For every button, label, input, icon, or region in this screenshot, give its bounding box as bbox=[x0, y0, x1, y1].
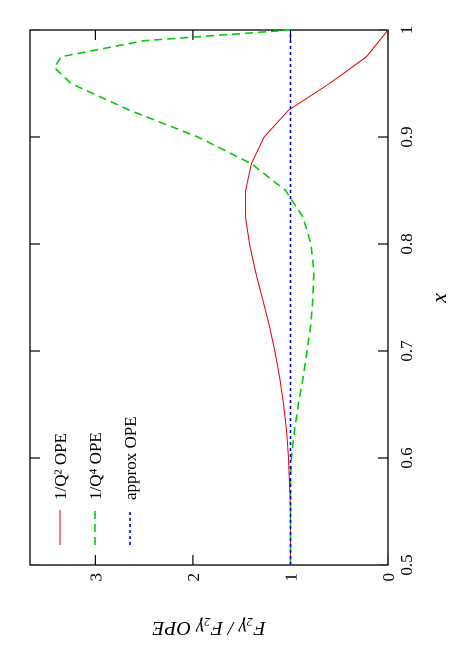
y-tick-label: 1 bbox=[281, 573, 300, 582]
y-tick-label: 0 bbox=[379, 573, 398, 582]
y-tick-label: 2 bbox=[184, 573, 203, 582]
legend-label: approx OPE bbox=[121, 416, 140, 500]
x-tick-label: 1 bbox=[397, 26, 416, 35]
x-tick-label: 0.5 bbox=[397, 554, 416, 575]
y-tick-label: 3 bbox=[86, 573, 105, 582]
plot-frame bbox=[29, 29, 389, 566]
x-tick-label: 0.6 bbox=[397, 447, 416, 468]
x-tick-label: 0.9 bbox=[397, 126, 416, 147]
rotated-plot: x F₂γ / F₂γ OPE 0.5 0.6 0.7 0.8 0.9 1 0 1 2 3 1/Q²… bbox=[29, 26, 451, 639]
line-series bbox=[245, 29, 389, 565]
x-tick-label: 0.7 bbox=[397, 340, 416, 362]
y-axis-label: F₂γ / F₂γ OPE bbox=[152, 617, 267, 639]
x-tick-label: 0.8 bbox=[397, 233, 416, 254]
legend-label: 1/Q⁴ OPE bbox=[86, 432, 105, 500]
legend-label: 1/Q² OPE bbox=[51, 433, 70, 500]
x-axis-label: x bbox=[426, 293, 451, 304]
